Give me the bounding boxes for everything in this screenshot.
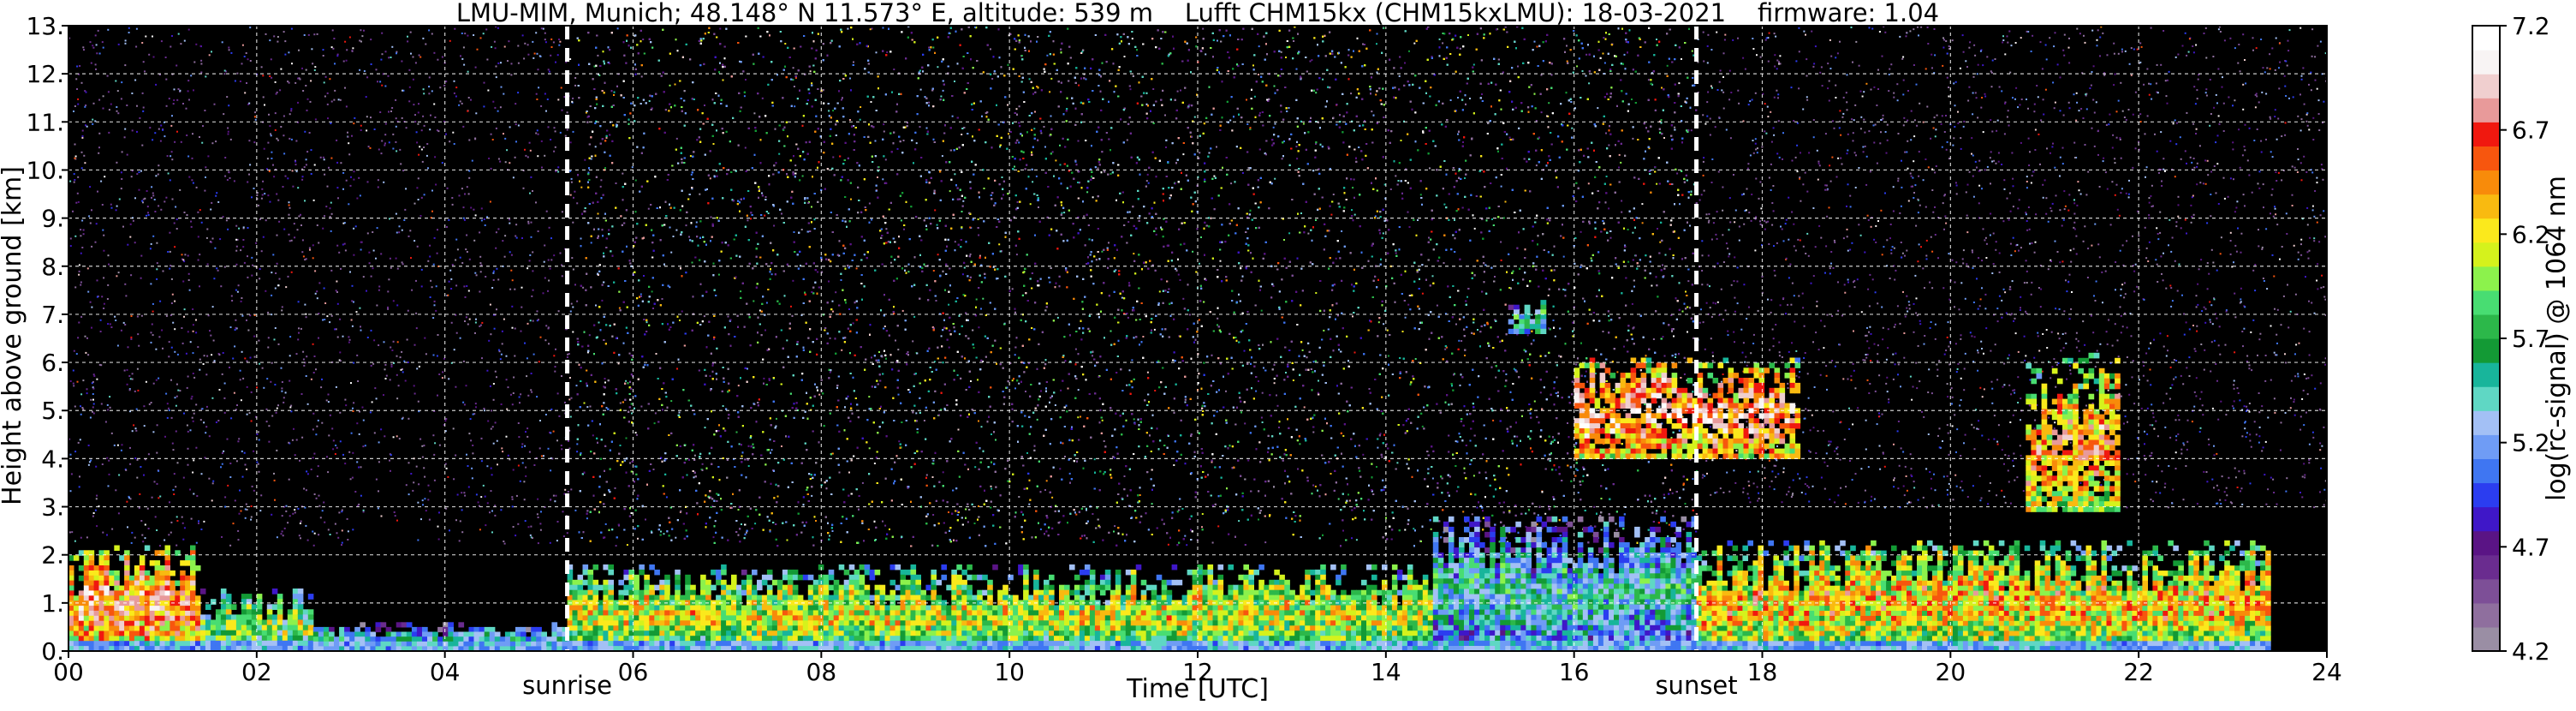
x-axis-label: Time [UTC] bbox=[1126, 674, 1269, 704]
y-tick-label: 9. bbox=[41, 205, 64, 233]
colorbar-label: log(rc-signal) @ 1064 nm bbox=[2542, 176, 2572, 501]
colorbar: 4.24.75.25.76.26.77.2 log(rc-signal) @ 1… bbox=[2472, 12, 2572, 666]
sunset-label: sunset bbox=[1655, 671, 1737, 700]
colorbar-swatch bbox=[2472, 627, 2500, 652]
x-tick-label: 10 bbox=[994, 658, 1025, 686]
colorbar-swatch bbox=[2472, 242, 2500, 267]
colorbar-swatch bbox=[2472, 410, 2500, 435]
x-tick-label: 20 bbox=[1936, 658, 1966, 686]
x-tick-label: 08 bbox=[806, 658, 837, 686]
colorbar-swatch bbox=[2472, 338, 2500, 363]
colorbar-tick-label: 6.7 bbox=[2512, 117, 2550, 145]
y-tick-label: 5. bbox=[41, 397, 64, 425]
x-tick-label: 24 bbox=[2311, 658, 2342, 686]
colorbar-swatch bbox=[2472, 507, 2500, 532]
colorbar-swatch bbox=[2472, 98, 2500, 122]
colorbar-swatch bbox=[2472, 314, 2500, 339]
y-tick-label: 10. bbox=[26, 156, 64, 184]
y-axis-ticks: 0. 1. 2. 3. 4. 5. 6. 7. 8. 9. 10. 11. 12. 13. bbox=[26, 12, 68, 666]
x-tick-label: 22 bbox=[2123, 658, 2154, 686]
colorbar-swatch bbox=[2472, 26, 2500, 51]
colorbar-swatch bbox=[2472, 170, 2500, 194]
colorbar-tick-label: 4.7 bbox=[2512, 533, 2550, 561]
colorbar-swatch bbox=[2472, 194, 2500, 219]
x-tick-label: 02 bbox=[241, 658, 272, 686]
y-tick-label: 1. bbox=[41, 589, 64, 618]
x-tick-label: 14 bbox=[1371, 658, 1401, 686]
colorbar-swatch bbox=[2472, 555, 2500, 580]
colorbar-swatch bbox=[2472, 434, 2500, 459]
plot-area bbox=[68, 26, 2329, 652]
y-tick-label: 11. bbox=[26, 108, 64, 136]
colorbar-swatches bbox=[2472, 26, 2500, 652]
y-tick-label: 4. bbox=[41, 445, 64, 473]
y-axis-label: Height above ground [km] bbox=[0, 166, 27, 505]
x-tick-label: 16 bbox=[1559, 658, 1590, 686]
y-tick-label: 2. bbox=[41, 541, 64, 570]
y-tick-label: 13. bbox=[26, 12, 64, 40]
colorbar-swatch bbox=[2472, 50, 2500, 75]
heatmap-feature-cloud bbox=[1508, 300, 1547, 334]
y-tick-label: 7. bbox=[41, 301, 64, 329]
y-tick-label: 0. bbox=[41, 637, 64, 666]
colorbar-swatch bbox=[2472, 603, 2500, 628]
colorbar-swatch bbox=[2472, 218, 2500, 243]
colorbar-swatch bbox=[2472, 482, 2500, 507]
colorbar-swatch bbox=[2472, 579, 2500, 604]
colorbar-swatch bbox=[2472, 122, 2500, 146]
colorbar-tick-label: 7.2 bbox=[2512, 12, 2550, 40]
colorbar-swatch bbox=[2472, 74, 2500, 99]
chart-title: LMU-MIM, Munich; 48.148° N 11.573° E, al… bbox=[456, 0, 1939, 27]
colorbar-tick-label: 4.2 bbox=[2512, 637, 2550, 666]
sunrise-label: sunrise bbox=[522, 671, 612, 700]
x-tick-label: 18 bbox=[1747, 658, 1778, 686]
colorbar-swatch bbox=[2472, 458, 2500, 483]
x-tick-label: 06 bbox=[618, 658, 649, 686]
y-tick-label: 6. bbox=[41, 349, 64, 377]
colorbar-swatch bbox=[2472, 266, 2500, 291]
y-tick-label: 8. bbox=[41, 253, 64, 281]
colorbar-swatch bbox=[2472, 290, 2500, 315]
colorbar-swatch bbox=[2472, 362, 2500, 387]
y-tick-label: 12. bbox=[26, 60, 64, 88]
colorbar-swatch bbox=[2472, 531, 2500, 556]
x-tick-label: 04 bbox=[430, 658, 461, 686]
colorbar-swatch bbox=[2472, 146, 2500, 170]
y-tick-label: 3. bbox=[41, 493, 64, 522]
colorbar-swatch bbox=[2472, 386, 2500, 411]
